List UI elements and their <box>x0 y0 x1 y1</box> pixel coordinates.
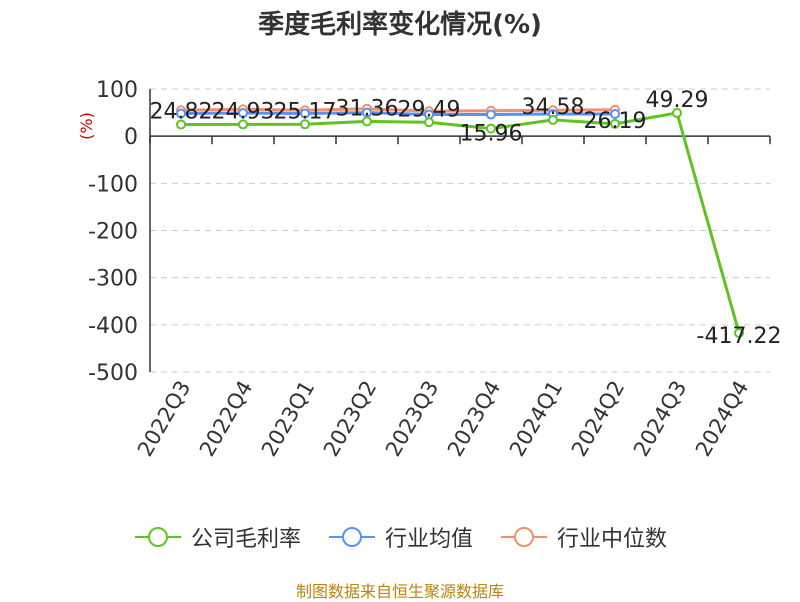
y-tick-label: -200 <box>88 220 138 245</box>
source-note: 制图数据来自恒生聚源数据库 <box>295 582 504 601</box>
data-label: 29.49 <box>398 97 461 122</box>
series-point-0 <box>672 107 682 118</box>
series-point-0 <box>610 118 620 129</box>
legend-swatch-industry-mean-icon <box>328 527 375 547</box>
data-label: 26.19 <box>584 109 647 134</box>
series-point-1 <box>300 108 310 119</box>
legend-swatch-industry-median-icon <box>501 527 547 547</box>
data-label: 49.29 <box>646 88 709 113</box>
y-tick-label: -400 <box>88 314 138 339</box>
series-point-0 <box>300 119 310 130</box>
x-tick-label: 2024Q4 <box>691 377 753 461</box>
x-tick-label: 2024Q1 <box>505 377 567 461</box>
legend-item-industry-median[interactable]: 行业中位数 <box>499 521 667 553</box>
series-point-1 <box>486 109 496 120</box>
series-point-1 <box>610 108 620 119</box>
y-axis-label: (%) <box>77 112 96 140</box>
data-label: 24.82 <box>150 99 213 124</box>
x-tick-label: 2022Q4 <box>195 377 257 461</box>
data-label: 24.93 <box>212 99 275 124</box>
y-tick-label: -300 <box>88 267 138 292</box>
legend-item-company[interactable]: 公司毛利率 <box>133 521 301 553</box>
series-point-1 <box>176 108 186 119</box>
x-tick-label: 2024Q3 <box>629 377 691 461</box>
x-tick-label: 2023Q3 <box>381 377 443 461</box>
data-label: 15.96 <box>460 122 523 147</box>
x-tick-label: 2024Q2 <box>567 377 629 461</box>
series-line-1 <box>180 111 615 116</box>
y-tick-label: 0 <box>124 125 138 150</box>
legend-label-company: 公司毛利率 <box>190 527 301 552</box>
legend-item-industry-mean[interactable]: 行业均值 <box>327 521 473 553</box>
data-label: 34.58 <box>522 95 585 120</box>
legend: 公司毛利率 行业均值 行业中位数 <box>0 519 800 555</box>
data-label: 31.36 <box>336 96 399 121</box>
series-point-0 <box>362 116 372 127</box>
data-label: 25.17 <box>274 99 337 124</box>
y-tick-label: -100 <box>88 172 138 197</box>
series-line-0 <box>180 111 741 334</box>
series-point-0 <box>548 114 558 125</box>
series-point-0 <box>486 123 496 134</box>
x-tick-label: 2022Q3 <box>133 377 195 461</box>
y-tick-label: -500 <box>88 361 138 386</box>
series-point-0 <box>238 119 248 130</box>
series-point-0 <box>176 119 186 130</box>
chart-title: 季度毛利率变化情况(%) <box>258 10 542 40</box>
series-point-0 <box>734 327 744 338</box>
y-tick-label: 100 <box>96 78 138 103</box>
series-line-2 <box>180 107 616 113</box>
x-tick-label: 2023Q4 <box>443 377 505 461</box>
data-label: -417.22 <box>697 324 782 349</box>
legend-label-industry-mean: 行业均值 <box>384 527 473 552</box>
legend-swatch-company-icon <box>134 527 181 547</box>
x-tick-label: 2023Q1 <box>257 377 319 461</box>
series-point-1 <box>238 108 248 119</box>
series-point-0 <box>424 117 434 128</box>
legend-label-industry-median: 行业中位数 <box>557 527 668 552</box>
x-tick-label: 2023Q2 <box>319 377 381 461</box>
